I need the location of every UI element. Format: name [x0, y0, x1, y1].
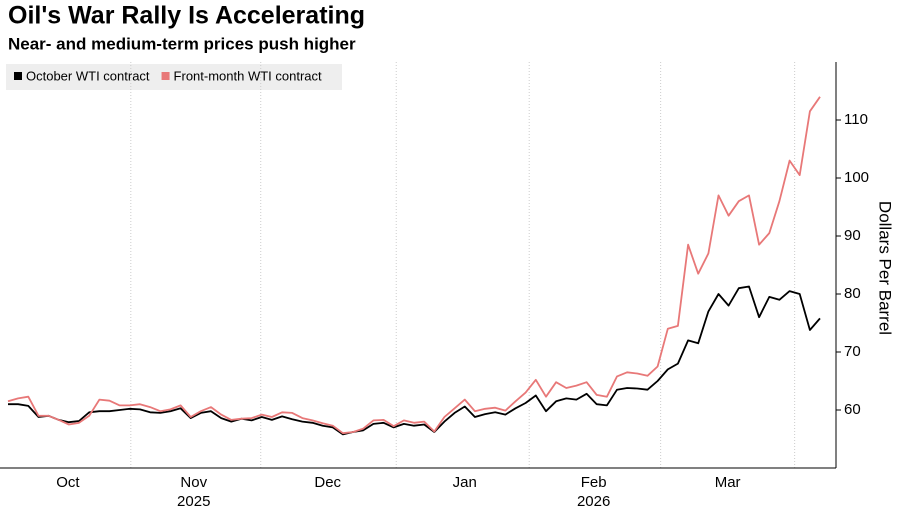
y-tick-label: 70	[844, 343, 861, 360]
x-tick-label: Jan	[453, 474, 477, 491]
legend-label: Front-month WTI contract	[174, 68, 322, 83]
legend-swatch	[161, 72, 170, 80]
x-tick-label: Mar	[715, 474, 741, 491]
legend-swatch	[14, 72, 22, 80]
chart-subtitle: Near- and medium-term prices push higher	[8, 34, 356, 53]
x-tick-label: Dec	[314, 474, 341, 491]
series-line	[7, 96, 821, 435]
x-tick-label: Nov	[180, 474, 207, 491]
y-axis-label: Dollars Per Barrel	[876, 201, 895, 335]
legend-box	[6, 64, 342, 90]
chart-title: Oil's War Rally Is Accelerating	[8, 2, 365, 30]
year-label: 2025	[177, 493, 210, 510]
y-tick-label: 60	[844, 401, 861, 418]
y-tick-label: 110	[844, 111, 868, 128]
series-line	[8, 285, 821, 436]
y-tick-label: 80	[844, 285, 861, 302]
x-tick-label: Feb	[581, 474, 607, 491]
y-tick-label: 100	[844, 169, 869, 186]
x-tick-label: Oct	[56, 474, 80, 491]
y-tick-label: 90	[844, 227, 861, 244]
year-label: 2026	[577, 493, 610, 510]
legend-label: October WTI contract	[26, 68, 150, 83]
